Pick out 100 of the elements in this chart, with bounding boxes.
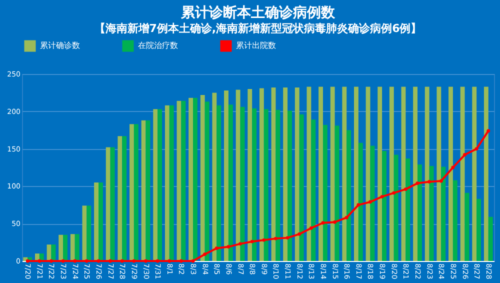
bar xyxy=(158,109,162,261)
chart-title: 累计诊断本土确诊病例数 xyxy=(180,4,336,21)
point xyxy=(132,259,136,263)
point xyxy=(344,216,348,220)
bar xyxy=(259,88,264,261)
bar xyxy=(193,98,198,261)
bar xyxy=(94,182,98,261)
point xyxy=(144,259,148,263)
bar xyxy=(452,180,458,261)
point xyxy=(333,220,337,224)
bar xyxy=(264,109,268,261)
bar xyxy=(448,86,453,261)
bar xyxy=(418,164,422,261)
point xyxy=(274,236,278,240)
bar xyxy=(212,92,217,261)
bar xyxy=(346,130,352,261)
bar xyxy=(394,154,398,261)
point xyxy=(416,181,420,185)
point xyxy=(26,259,30,263)
point xyxy=(120,259,124,263)
point xyxy=(451,166,455,170)
bar xyxy=(406,158,410,261)
bar xyxy=(74,234,80,261)
legend-label: 累计确诊数 xyxy=(40,41,80,50)
point xyxy=(156,259,160,263)
bar xyxy=(370,146,375,261)
bar xyxy=(188,98,194,261)
bar xyxy=(330,86,335,261)
point xyxy=(298,232,302,236)
point xyxy=(428,180,432,184)
legend-label: 累计出院数 xyxy=(236,41,276,50)
bar xyxy=(204,102,210,261)
bar xyxy=(118,136,122,261)
point xyxy=(73,259,77,263)
point xyxy=(191,259,195,263)
bar xyxy=(488,216,493,261)
bar xyxy=(464,192,470,261)
bar xyxy=(354,86,358,261)
bar xyxy=(276,110,280,261)
bar xyxy=(294,87,300,261)
bar xyxy=(98,182,103,261)
bar xyxy=(122,136,127,261)
point xyxy=(96,259,100,263)
bar xyxy=(436,86,442,261)
bar xyxy=(58,234,64,261)
point xyxy=(179,259,183,263)
point xyxy=(380,194,384,198)
bar xyxy=(176,100,182,261)
bar xyxy=(70,234,75,261)
point xyxy=(203,252,207,256)
bar xyxy=(318,86,323,261)
bar xyxy=(424,86,430,261)
point xyxy=(50,259,53,263)
point xyxy=(392,191,396,195)
point xyxy=(309,226,313,230)
point xyxy=(321,221,325,225)
bar xyxy=(288,110,292,261)
bar xyxy=(342,86,347,261)
bar xyxy=(378,86,382,261)
point xyxy=(214,246,218,250)
point xyxy=(463,153,466,157)
bar xyxy=(86,206,92,261)
bar xyxy=(441,166,446,261)
bar xyxy=(248,88,252,261)
point xyxy=(168,259,172,263)
bar xyxy=(322,124,328,261)
point xyxy=(84,259,88,263)
point xyxy=(404,187,408,191)
point xyxy=(238,242,242,246)
bar xyxy=(358,142,363,261)
bar xyxy=(224,90,228,261)
bar xyxy=(389,86,394,261)
bar xyxy=(153,109,158,261)
bar xyxy=(169,105,174,261)
point xyxy=(108,259,112,263)
bar xyxy=(283,87,288,261)
point xyxy=(226,245,230,249)
point xyxy=(262,238,266,242)
point xyxy=(38,259,42,263)
bar xyxy=(181,100,186,261)
bar xyxy=(106,147,110,261)
point xyxy=(486,129,490,133)
bar xyxy=(134,124,138,261)
bar xyxy=(236,90,240,261)
bar xyxy=(311,120,316,261)
bar xyxy=(382,151,386,261)
point xyxy=(368,200,372,204)
bar xyxy=(299,114,304,261)
bar xyxy=(164,105,170,261)
bar xyxy=(484,86,488,261)
bar xyxy=(141,120,146,261)
point xyxy=(250,240,254,244)
bar xyxy=(200,94,205,261)
text: 【海南新增7例本土确诊,海南新增新型冠状病毒肺炎确诊病例6例】 xyxy=(94,22,422,35)
bar xyxy=(472,86,477,261)
bar xyxy=(130,124,134,261)
point xyxy=(61,259,65,263)
bar xyxy=(413,86,418,261)
point xyxy=(439,179,443,183)
point xyxy=(474,147,478,151)
